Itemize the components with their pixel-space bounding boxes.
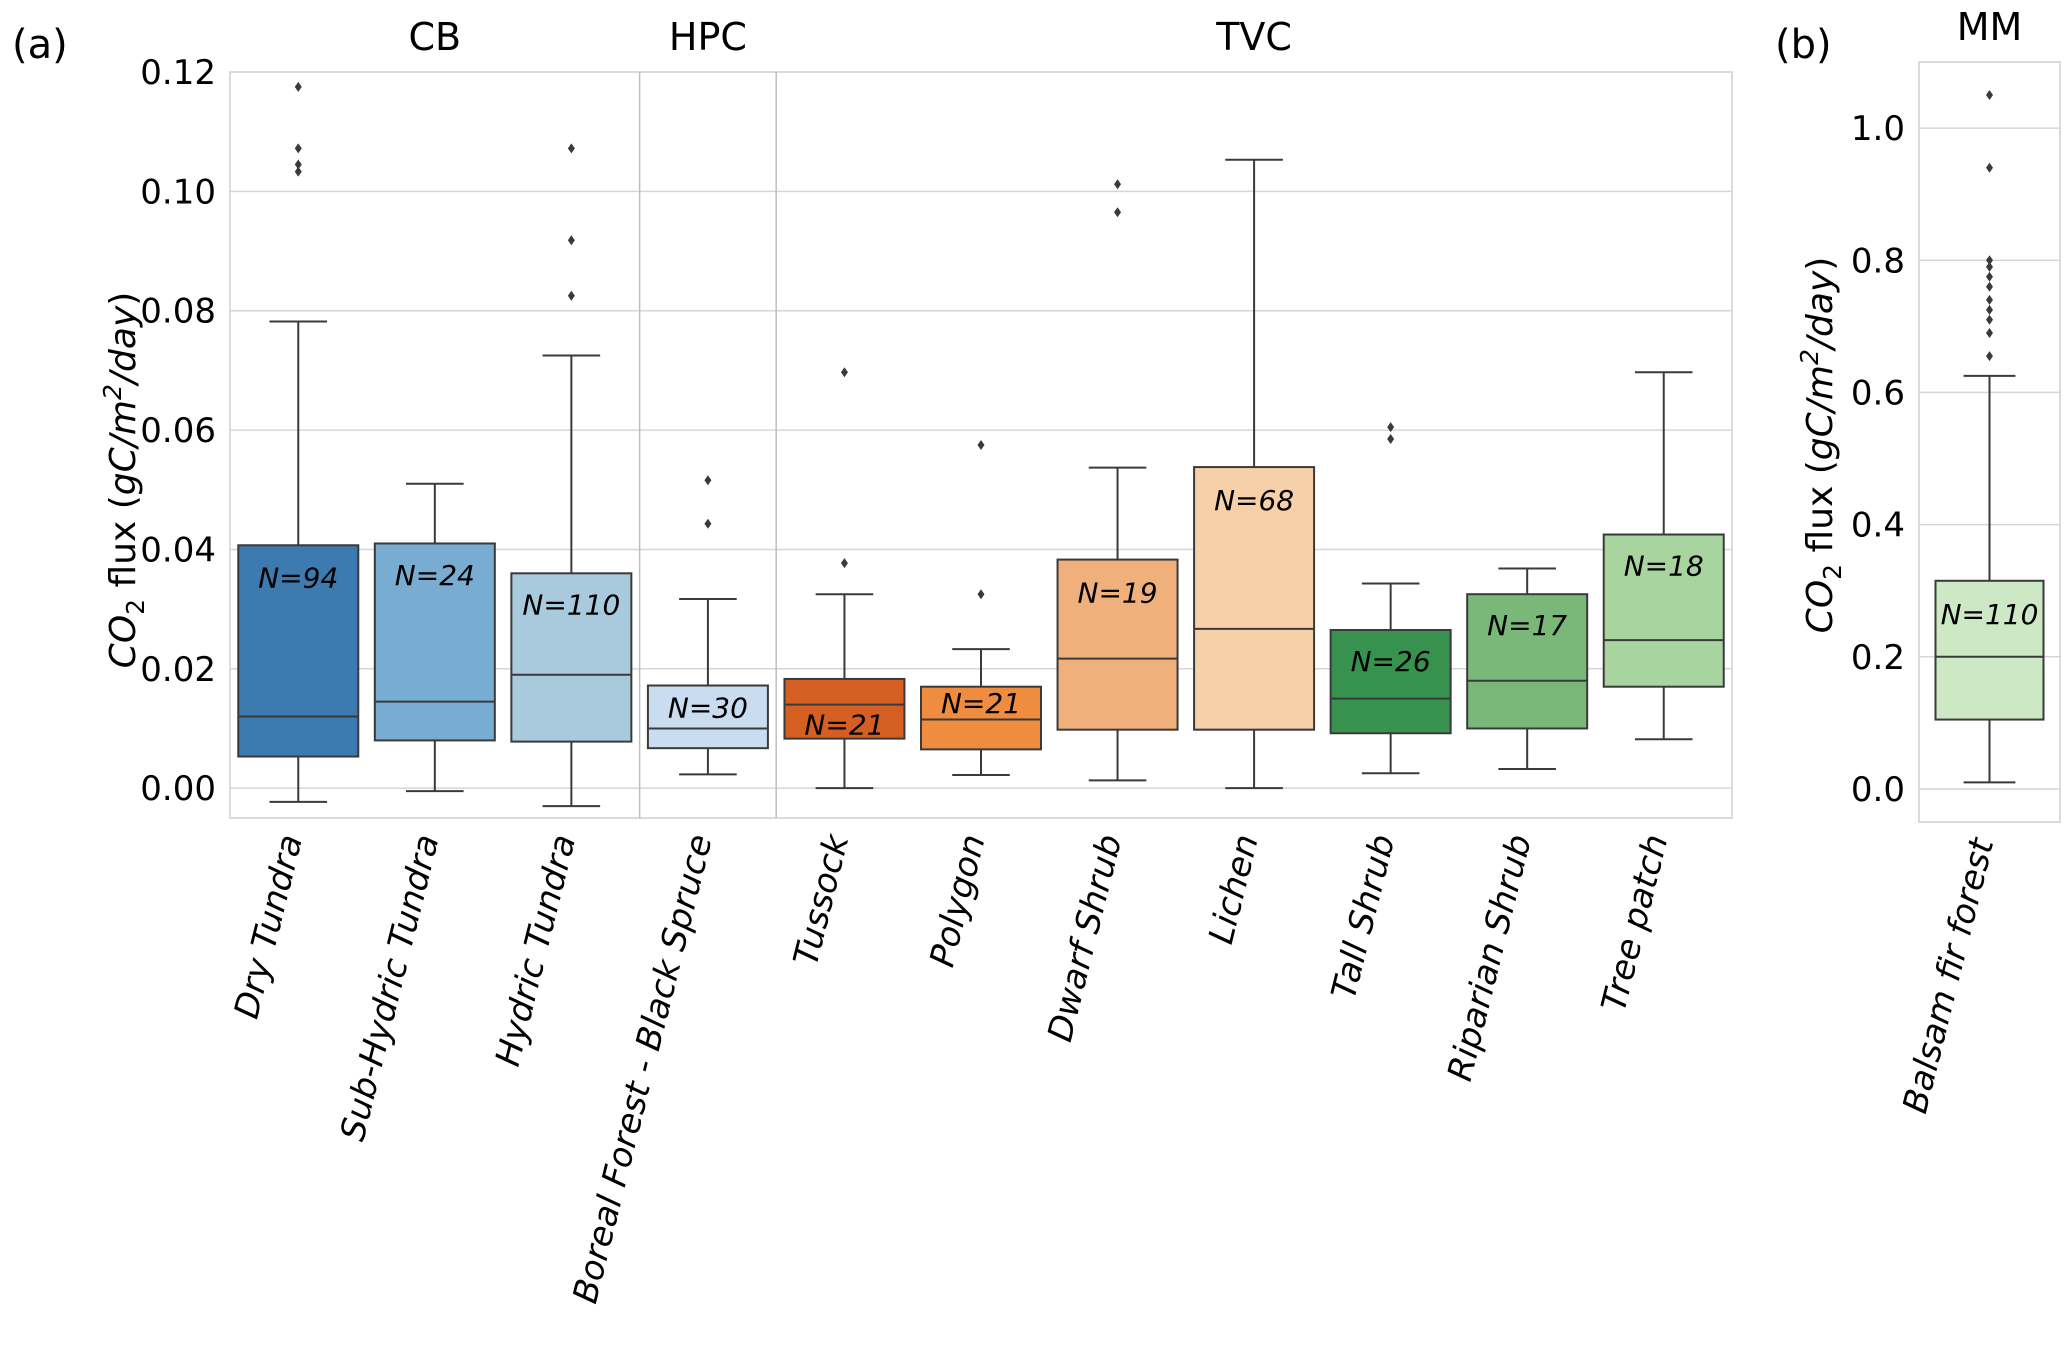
y-tick-label: 0.08 — [140, 292, 216, 332]
panel-b-boxplot: 0.0 0.2 0.4 0.6 0.8 1.0 MM N=110 Balsam fir fore… — [1851, 5, 2061, 1117]
n-label: N=18 — [1624, 550, 1704, 583]
group-label: HPC — [669, 15, 747, 59]
outlier-point — [567, 290, 575, 301]
x-tick-label: Sub-Hydric Tundra — [333, 831, 448, 1145]
outlier-point — [1986, 351, 1993, 362]
n-label: N=110 — [1941, 598, 2039, 631]
y-tick-label: 0.06 — [140, 411, 216, 451]
y-tick-label: 0.0 — [1851, 770, 1905, 810]
panel-a-boxplot: 0.00 0.02 0.04 0.06 0.08 0.10 0.12 CB HPC TVC N=94… — [140, 15, 1733, 1308]
n-label: N=68 — [1214, 484, 1294, 517]
box — [373, 542, 496, 742]
x-tick-label: Riparian Shrub — [1440, 831, 1540, 1086]
box — [1329, 629, 1452, 735]
box — [1193, 466, 1316, 731]
x-tick-label: Polygon — [922, 831, 993, 971]
outlier-point — [294, 81, 302, 92]
y-tick-label: 0.10 — [140, 172, 216, 212]
outlier-point — [1387, 422, 1395, 433]
x-tick-label: Lichen — [1201, 831, 1267, 948]
group-label: MM — [1957, 5, 2023, 49]
outlier-point — [1986, 304, 1993, 315]
outlier-point — [1986, 314, 1993, 325]
outlier-point — [294, 159, 302, 170]
n-label: N=94 — [258, 561, 338, 594]
outlier-point — [567, 235, 575, 246]
outlier-point — [977, 440, 985, 450]
y-tick-label: 0.12 — [140, 53, 216, 93]
n-label: N=21 — [804, 708, 884, 741]
outlier-point — [1114, 179, 1122, 190]
n-label: N=24 — [395, 559, 475, 592]
panel-a-label: (a) — [12, 22, 68, 68]
box — [1602, 533, 1725, 688]
x-tick-label: Dwarf Shrub — [1040, 831, 1130, 1046]
y-axis-label-a: CO2 flux (gC/m2/day) — [98, 292, 150, 669]
outlier-point — [294, 143, 302, 154]
y-tick-label: 0.00 — [140, 769, 216, 809]
group-label: CB — [409, 15, 462, 59]
n-label: N=19 — [1078, 576, 1158, 609]
outlier-point — [977, 589, 985, 600]
box — [1934, 579, 2045, 721]
outlier-point — [840, 558, 848, 569]
y-tick-label: 0.8 — [1851, 241, 1905, 281]
panel-b-label: (b) — [1775, 22, 1832, 68]
y-tick-label: 0.6 — [1851, 373, 1905, 413]
n-label: N=17 — [1487, 609, 1567, 642]
x-tick-label: Tree patch — [1594, 831, 1677, 1016]
outlier-point — [704, 475, 712, 486]
box — [510, 572, 633, 743]
outlier-point — [1986, 261, 1993, 272]
box — [783, 677, 906, 740]
n-label: N=26 — [1351, 645, 1431, 678]
y-tick-label: 0.2 — [1851, 638, 1905, 678]
box — [1056, 558, 1179, 731]
box — [646, 684, 769, 750]
outlier-point — [1986, 294, 1993, 305]
y-tick-label: 0.4 — [1851, 506, 1905, 546]
n-label: N=110 — [522, 588, 620, 621]
box — [920, 685, 1042, 751]
x-tick-label: Dry Tundra — [227, 831, 311, 1023]
n-label: N=30 — [668, 692, 748, 725]
outlier-point — [1114, 207, 1122, 218]
outlier-point — [1986, 281, 1993, 292]
outlier-point — [294, 166, 302, 177]
x-tick-label: Balsam fir forest — [1895, 833, 2002, 1117]
box — [237, 544, 360, 758]
outlier-point — [840, 367, 848, 378]
outlier-point — [567, 143, 575, 154]
y-tick-label: 1.0 — [1851, 109, 1905, 149]
box — [1466, 593, 1589, 730]
x-tick-label: Hydric Tundra — [488, 831, 584, 1071]
outlier-point — [1387, 434, 1395, 445]
outlier-point — [1986, 255, 1993, 266]
x-tick-label: Tussock — [786, 829, 857, 969]
group-label: TVC — [1215, 15, 1292, 59]
y-axis-label-b: CO2 flux (gC/m2/day) — [1795, 257, 1847, 634]
outlier-point — [1986, 162, 1993, 173]
x-tick-label: Boreal Forest - Black Spruce — [565, 831, 720, 1308]
x-tick-label: Tall Shrub — [1324, 831, 1403, 1004]
outlier-point — [1986, 90, 1993, 101]
outlier-point — [1986, 327, 1993, 338]
outlier-point — [704, 518, 712, 529]
n-label: N=21 — [941, 687, 1021, 720]
y-tick-label: 0.04 — [140, 530, 216, 570]
outlier-point — [1986, 271, 1993, 282]
y-tick-label: 0.02 — [140, 650, 216, 690]
